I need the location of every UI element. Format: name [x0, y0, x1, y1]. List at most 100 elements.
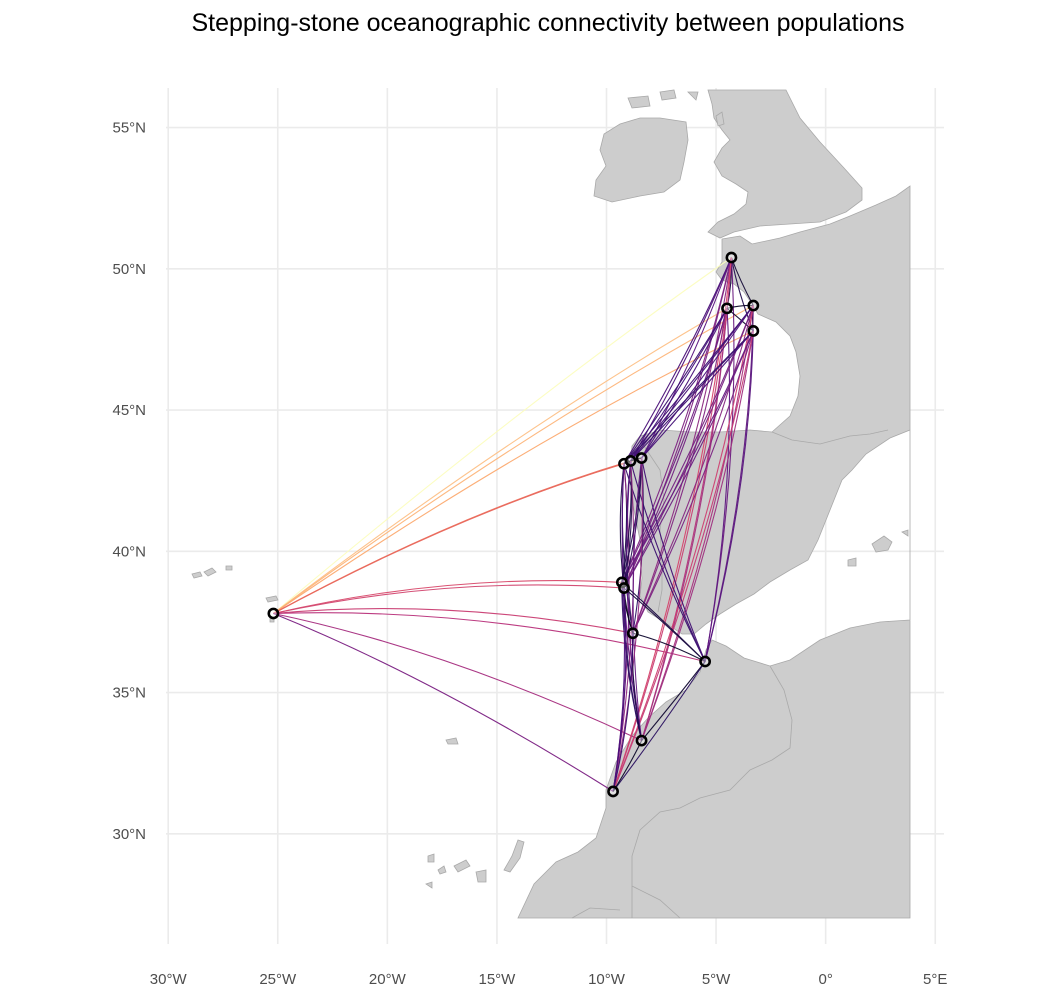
connection-azores-lisbon-b: [273, 584, 625, 615]
x-tick-label: 20°W: [369, 971, 407, 988]
land-canary-islands: [503, 839, 525, 873]
x-tick-label: 5°W: [702, 971, 731, 988]
x-tick-label: 5°E: [923, 971, 947, 988]
y-tick-label: 50°N: [112, 261, 146, 278]
land-great-britain: [707, 89, 863, 239]
land-canary-islands: [453, 859, 471, 873]
connection-brittany-n-morocco-n: [641, 305, 754, 741]
x-tick-label: 30°W: [150, 971, 188, 988]
connection-gibraltar-morocco-s: [612, 661, 706, 792]
population-point-azores: [267, 607, 280, 620]
land-azores: [225, 565, 233, 571]
connection-lisbon-b-morocco-s: [612, 587, 627, 792]
connection-gibraltar-morocco-n: [641, 661, 706, 741]
land-azores: [191, 571, 203, 579]
x-axis-ticks: 30°W 25°W 20°W 15°W 10°W 5°W 0° 5°E: [150, 971, 948, 988]
connection-azores-brittany-w: [273, 307, 728, 614]
connection-brittany-n-sines: [632, 305, 754, 634]
map-title: Stepping-stone oceanographic connectivit…: [192, 9, 905, 37]
border-line: [771, 429, 889, 445]
land-madeira: [445, 737, 459, 745]
population-point-plymouth: [725, 251, 738, 264]
connection-brittany-w-galicia-b: [630, 308, 728, 462]
connection-azores-morocco-s: [273, 612, 614, 792]
connection-brittany-n-galicia-c: [641, 305, 754, 459]
connection-brittany-w-lisbon-a: [621, 308, 728, 583]
connection-brittany-s-galicia-c: [641, 330, 754, 459]
connection-azores-plymouth: [273, 257, 732, 614]
connection-sines-gibraltar: [632, 632, 706, 662]
border-line: [571, 907, 621, 919]
land-balearic-islands: [847, 557, 857, 567]
y-tick-label: 45°N: [112, 402, 146, 419]
land-scottish-isles: [687, 91, 699, 101]
land-azores: [203, 567, 217, 577]
connection-sines-morocco-s: [612, 633, 634, 792]
connection-brittany-s-galicia-b: [630, 330, 754, 462]
population-sites: [267, 251, 760, 798]
connection-galicia-c-gibraltar: [641, 457, 706, 662]
y-tick-label: 55°N: [112, 120, 146, 137]
connection-brittany-n-galicia-b: [630, 305, 754, 462]
border-line: [639, 439, 665, 613]
border-line: [631, 665, 793, 918]
connection-brittany-w-morocco-n: [641, 308, 728, 741]
connection-galicia-c-morocco-n: [632, 458, 643, 741]
land-ireland: [593, 117, 689, 203]
connection-brittany-s-morocco-n: [641, 330, 754, 741]
connection-brittany-w-gibraltar: [704, 308, 731, 662]
x-tick-label: 25°W: [259, 971, 297, 988]
x-tick-label: 0°: [818, 971, 832, 988]
connection-azores-brittany-s: [273, 330, 754, 614]
connection-lines: [273, 257, 754, 792]
connection-brittany-w-brittany-n: [726, 304, 754, 309]
population-point-lisbon-b: [618, 582, 630, 594]
y-axis-ticks: 30°N 35°N 40°N 45°N 50°N 55°N: [112, 120, 146, 843]
connection-brittany-w-brittany-s: [726, 307, 754, 332]
land-continental-europe-africa: [517, 185, 911, 919]
connection-galicia-b-gibraltar: [630, 460, 706, 662]
population-point-morocco-n: [635, 734, 648, 747]
connection-azores-morocco-n: [273, 612, 642, 742]
y-tick-label: 35°N: [112, 685, 146, 702]
land-scottish-isles: [627, 95, 651, 109]
connection-plymouth-galicia-b: [630, 257, 732, 462]
population-point-gibraltar: [699, 655, 712, 668]
connection-lisbon-b-gibraltar: [623, 587, 706, 662]
x-tick-label: 15°W: [479, 971, 517, 988]
population-point-galicia-b: [624, 455, 637, 467]
landmass: [191, 89, 911, 919]
population-point-sines: [626, 627, 639, 640]
connection-plymouth-lisbon-a: [621, 257, 732, 583]
connection-brittany-s-lisbon-b: [623, 330, 754, 589]
connection-galicia-b-morocco-n: [626, 460, 643, 741]
land-canary-islands: [427, 853, 435, 863]
connection-galicia-c-morocco-s: [612, 458, 643, 792]
connection-azores-sines: [273, 608, 633, 634]
connection-azores-gibraltar: [273, 612, 706, 663]
land-balearic-islands: [871, 535, 893, 553]
border-line: [631, 885, 681, 919]
land-canary-islands: [475, 869, 487, 883]
land-canary-islands: [425, 881, 433, 889]
connection-azores-lisbon-a: [273, 580, 622, 615]
x-tick-label: 10°W: [588, 971, 626, 988]
connection-brittany-s-gibraltar: [704, 330, 754, 662]
connection-galicia-c-sines: [632, 458, 644, 634]
population-point-brittany-s: [747, 325, 760, 337]
population-point-morocco-s: [607, 785, 619, 798]
land-isle-of-man: [715, 111, 725, 127]
connection-plymouth-galicia-c: [641, 257, 732, 459]
land-scottish-isles: [659, 89, 677, 101]
connection-azores-galicia-c: [273, 457, 642, 614]
land-canary-islands: [437, 865, 447, 875]
connection-brittany-n-lisbon-b: [623, 305, 754, 589]
population-point-brittany-n: [747, 299, 760, 312]
connection-brittany-w-morocco-s: [612, 308, 728, 792]
connection-galicia-c-lisbon-b: [623, 458, 643, 589]
connection-brittany-w-galicia-c: [641, 308, 728, 459]
connection-plymouth-galicia-a: [623, 257, 732, 464]
connection-brittany-s-sines: [632, 330, 754, 634]
land-balearic-islands: [901, 529, 909, 537]
